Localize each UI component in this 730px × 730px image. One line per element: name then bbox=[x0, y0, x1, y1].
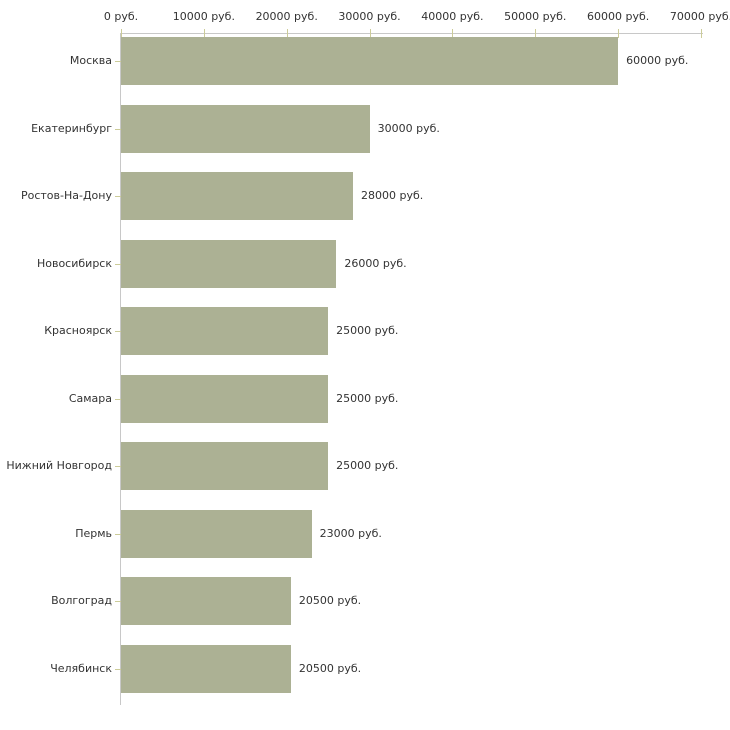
x-axis-tick bbox=[369, 29, 371, 38]
category-label: Екатеринбург bbox=[31, 121, 112, 135]
x-axis-tick bbox=[203, 29, 205, 38]
bar bbox=[121, 104, 370, 153]
x-axis-tick-label: 50000 руб. bbox=[504, 10, 567, 23]
bar bbox=[121, 172, 353, 221]
value-label: 20500 руб. bbox=[298, 594, 362, 608]
bar bbox=[121, 509, 312, 558]
bar bbox=[121, 37, 619, 85]
category-label: Пермь bbox=[75, 526, 112, 540]
x-axis-tick bbox=[701, 29, 702, 38]
y-axis-tick bbox=[115, 196, 125, 198]
y-axis-line bbox=[120, 33, 121, 705]
x-axis-tick-label: 70000 руб. bbox=[669, 10, 730, 23]
x-axis-tick-label: 60000 руб. bbox=[587, 10, 650, 23]
x-axis-tick-label: 20000 руб. bbox=[255, 10, 318, 23]
bar bbox=[121, 374, 329, 423]
value-label: 28000 руб. bbox=[361, 189, 424, 203]
x-axis-tick bbox=[286, 29, 288, 38]
y-axis-tick bbox=[115, 331, 125, 333]
bar bbox=[121, 307, 329, 356]
y-axis-tick bbox=[115, 263, 125, 265]
x-axis-tick-label: 0 руб. bbox=[103, 10, 139, 23]
value-label: 25000 руб. bbox=[336, 324, 399, 338]
category-label: Ростов-На-Дону bbox=[20, 189, 112, 203]
x-axis-tick bbox=[535, 29, 537, 38]
category-label: Челябинск bbox=[50, 661, 112, 675]
bar bbox=[121, 442, 329, 491]
x-axis-tick bbox=[452, 29, 454, 38]
x-axis-tick-label: 10000 руб. bbox=[172, 10, 235, 23]
bar bbox=[121, 577, 291, 626]
category-label: Новосибирск bbox=[36, 256, 112, 270]
category-label: Самара bbox=[68, 391, 112, 405]
value-label: 30000 руб. bbox=[377, 121, 440, 135]
x-axis-tick-label: 40000 руб. bbox=[421, 10, 484, 23]
value-label: 23000 руб. bbox=[319, 526, 382, 540]
y-axis-tick bbox=[115, 128, 125, 130]
x-axis-tick bbox=[121, 29, 122, 38]
y-axis-tick bbox=[115, 533, 125, 535]
x-axis-line bbox=[121, 33, 703, 34]
bar bbox=[121, 239, 337, 288]
y-axis-tick bbox=[115, 601, 125, 603]
category-label: Волгоград bbox=[51, 594, 112, 608]
y-axis-tick bbox=[115, 466, 125, 468]
x-axis-tick bbox=[618, 29, 620, 38]
bar bbox=[121, 644, 291, 693]
y-axis-tick bbox=[115, 668, 125, 670]
value-label: 60000 руб. bbox=[626, 54, 689, 67]
y-axis-tick bbox=[115, 398, 125, 400]
value-label: 25000 руб. bbox=[336, 391, 399, 405]
value-label: 25000 руб. bbox=[336, 459, 399, 473]
value-label: 20500 руб. bbox=[298, 661, 362, 675]
y-axis-tick bbox=[115, 61, 125, 62]
category-label: Нижний Новгород bbox=[6, 459, 112, 473]
value-label: 26000 руб. bbox=[344, 256, 407, 270]
category-label: Красноярск bbox=[44, 324, 112, 338]
x-axis-tick-label: 30000 руб. bbox=[338, 10, 401, 23]
category-label: Москва bbox=[69, 54, 112, 67]
